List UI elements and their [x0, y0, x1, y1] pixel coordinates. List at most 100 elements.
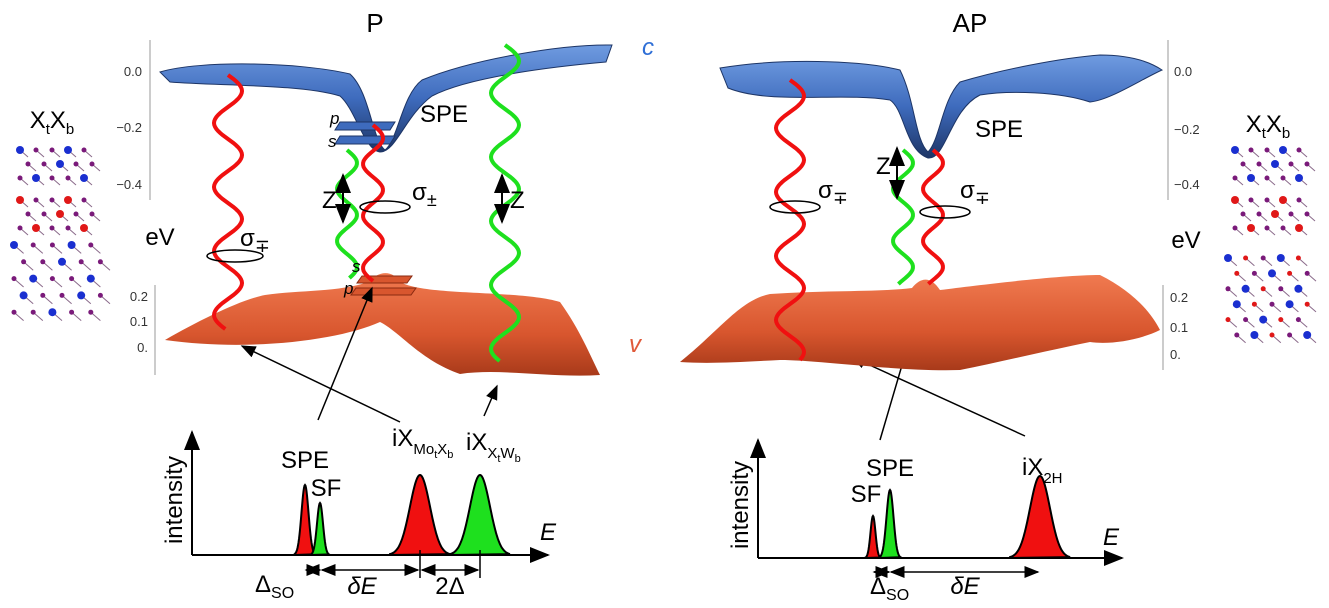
peak — [866, 516, 881, 558]
atom — [1305, 302, 1310, 307]
t: X — [1266, 111, 1282, 138]
arrow — [484, 386, 497, 416]
orbital-label: p — [343, 279, 353, 298]
t: b — [66, 121, 74, 138]
z-label: Z — [876, 153, 891, 180]
atom — [1297, 198, 1302, 203]
atom — [32, 174, 40, 182]
t: iX — [392, 425, 413, 452]
atom — [69, 310, 74, 315]
t: X — [50, 107, 66, 134]
atom — [1265, 198, 1270, 203]
exciton-label: iXMotXb — [392, 425, 453, 461]
t: iX — [1022, 454, 1043, 481]
atom — [88, 243, 93, 248]
axis-unit: eV — [145, 224, 174, 251]
band-label: v — [629, 331, 643, 358]
z-label: Z — [322, 187, 337, 214]
atom — [1295, 224, 1303, 232]
atom — [1233, 300, 1241, 308]
atom — [50, 148, 55, 153]
polarization: σ∓ — [960, 177, 990, 208]
atom — [12, 310, 17, 315]
panel-title: P — [366, 8, 383, 38]
atom — [1296, 256, 1301, 261]
atom — [1296, 317, 1301, 322]
atom — [1241, 212, 1246, 217]
atom — [1305, 212, 1310, 217]
atom — [1241, 162, 1246, 167]
atom — [18, 176, 23, 181]
atom — [26, 162, 31, 167]
spe-label: SPE — [420, 101, 468, 128]
atom — [1252, 271, 1257, 276]
figure: P 0.0 −0.2 −0.4 0.2 0.1 0. eV XtXb p s s… — [0, 0, 1329, 608]
atom — [90, 212, 95, 217]
atom — [1271, 160, 1279, 168]
atom — [82, 148, 87, 153]
atom — [1265, 148, 1270, 153]
atom — [1289, 162, 1294, 167]
spacing-label: ΔSO — [870, 573, 909, 604]
peak-label: SF — [311, 475, 342, 502]
atom — [64, 146, 72, 154]
peak-label: SF — [851, 481, 882, 508]
t: b — [1282, 125, 1290, 142]
orbital-label: s — [328, 132, 337, 151]
atom — [29, 275, 37, 283]
atom — [1297, 148, 1302, 153]
atom — [40, 259, 45, 264]
peak — [880, 490, 901, 558]
axis-label: E — [540, 519, 557, 546]
atom — [1231, 146, 1239, 154]
atom — [1243, 256, 1248, 261]
atom — [1271, 210, 1279, 218]
peak — [450, 475, 510, 555]
atom — [1287, 271, 1292, 276]
axis-label: intensity — [727, 461, 754, 549]
atom — [40, 293, 45, 298]
peak — [311, 503, 329, 555]
t: X — [437, 441, 447, 458]
t: b — [447, 449, 453, 461]
atom — [1265, 176, 1270, 181]
atom — [74, 162, 79, 167]
atom — [1277, 254, 1285, 262]
t: σ — [818, 177, 833, 204]
t: Mo — [413, 441, 434, 458]
atom — [77, 291, 85, 299]
polarization: σ± — [412, 179, 437, 210]
atom — [1294, 285, 1302, 293]
atom — [1243, 317, 1248, 322]
atom — [1249, 198, 1254, 203]
t: ± — [427, 190, 437, 210]
peak — [390, 475, 450, 555]
atom — [1249, 148, 1254, 153]
atom — [16, 196, 24, 204]
atom — [1226, 317, 1231, 322]
t: X — [487, 445, 497, 462]
tick-label: 0.1 — [1170, 320, 1188, 335]
t: b — [515, 453, 521, 465]
atom — [50, 198, 55, 203]
polarization: σ∓ — [818, 177, 848, 208]
peak — [1010, 476, 1070, 558]
atom — [20, 291, 28, 299]
orbital-label: s — [352, 257, 361, 276]
atom — [88, 310, 93, 315]
atom — [80, 174, 88, 182]
atom — [1295, 174, 1303, 182]
spacing-label: ΔSO — [255, 571, 294, 602]
atom — [64, 196, 72, 204]
tick-label: 0.1 — [130, 314, 148, 329]
t: 2H — [1043, 470, 1062, 487]
arrow — [242, 346, 400, 422]
atom — [58, 258, 66, 266]
atom — [50, 226, 55, 231]
atom — [1279, 196, 1287, 204]
atom — [1257, 162, 1262, 167]
atom — [48, 308, 56, 316]
band-label: c — [642, 34, 654, 61]
atom — [1268, 269, 1276, 277]
atom — [1231, 196, 1239, 204]
